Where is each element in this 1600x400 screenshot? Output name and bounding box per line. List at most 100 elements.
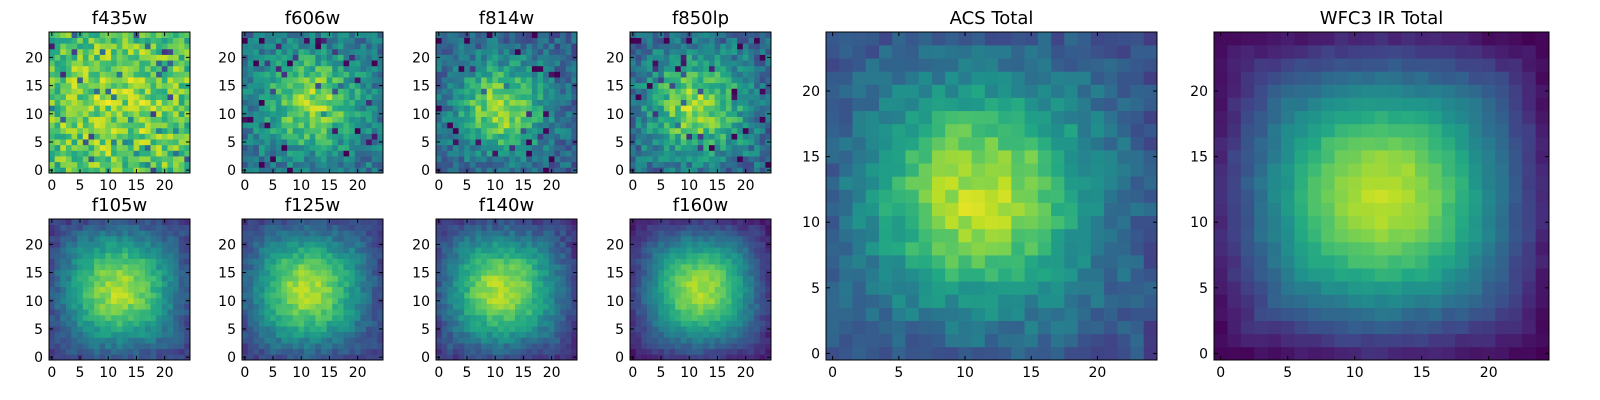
heatmap-cell — [447, 88, 454, 95]
heatmap-cell — [150, 71, 157, 78]
heatmap-cell — [304, 219, 311, 225]
heatmap-cell — [270, 122, 277, 129]
heatmap-cell — [469, 77, 476, 84]
heatmap-cell — [526, 54, 533, 61]
heatmap-cell — [77, 320, 84, 327]
heatmap-cell — [122, 88, 129, 95]
heatmap-cell — [703, 60, 710, 67]
heatmap-cell — [127, 224, 134, 231]
heatmap-cell — [754, 77, 761, 84]
heatmap-cell — [315, 348, 322, 355]
heatmap-cell — [337, 230, 344, 237]
heatmap-cell — [669, 133, 676, 140]
heatmap-cell — [343, 326, 350, 333]
heatmap-cell — [292, 88, 299, 95]
heatmap-cell — [669, 150, 676, 157]
heatmap-cell — [669, 144, 676, 151]
heatmap-cell — [526, 309, 533, 316]
heatmap-cell — [139, 144, 146, 151]
heatmap-cell — [492, 348, 499, 355]
heatmap-cell — [354, 110, 361, 117]
heatmap-cell — [275, 127, 282, 134]
heatmap-cell — [326, 156, 333, 163]
heatmap-cell — [697, 314, 704, 321]
heatmap-cell — [514, 110, 521, 117]
heatmap-cell — [127, 354, 134, 361]
heatmap-cell — [65, 60, 72, 67]
heatmap-cell — [326, 297, 333, 304]
heatmap-cell — [247, 264, 254, 271]
heatmap-cell — [447, 77, 454, 84]
heatmap-cell — [184, 37, 191, 44]
heatmap-cell — [281, 60, 288, 67]
heatmap-cell — [571, 314, 578, 321]
heatmap-cell — [708, 88, 715, 95]
heatmap-cell — [178, 337, 185, 344]
heatmap-cell — [731, 309, 738, 316]
heatmap-cell — [156, 127, 163, 134]
heatmap-cell — [242, 303, 248, 310]
heatmap-cell — [287, 88, 294, 95]
heatmap-cell — [292, 314, 299, 321]
heatmap-cell — [337, 71, 344, 78]
heatmap-cell — [270, 337, 277, 344]
heatmap-cell — [88, 286, 95, 293]
heatmap-cell — [475, 303, 482, 310]
panel-title: f140w — [479, 195, 534, 216]
heatmap-cell — [703, 269, 710, 276]
x-tick-label: 20 — [543, 178, 561, 194]
heatmap-cell — [498, 343, 505, 350]
heatmap-cell — [156, 43, 163, 50]
heatmap-cell — [669, 54, 676, 61]
heatmap-cell — [332, 116, 339, 123]
heatmap-cell — [725, 297, 732, 304]
heatmap-cell — [486, 309, 493, 316]
heatmap-cell — [703, 156, 710, 163]
heatmap-cell — [71, 309, 78, 316]
heatmap-cell — [127, 303, 134, 310]
heatmap-cell — [452, 60, 459, 67]
heatmap-cell — [105, 309, 112, 316]
heatmap-cell — [337, 60, 344, 67]
heatmap-cell — [332, 127, 339, 134]
heatmap-cell — [122, 156, 129, 163]
heatmap-cell — [337, 167, 344, 174]
heatmap-cell — [150, 337, 157, 344]
heatmap-cell — [156, 337, 163, 344]
heatmap-cell — [686, 314, 693, 321]
heatmap-cell — [458, 65, 465, 72]
heatmap-cell — [292, 122, 299, 129]
heatmap-cell — [354, 331, 361, 338]
heatmap-cell — [548, 241, 555, 248]
heatmap-cell — [447, 122, 454, 129]
heatmap-cell — [646, 133, 653, 140]
heatmap-cell — [258, 331, 265, 338]
heatmap-cell — [441, 144, 448, 151]
heatmap-cell — [332, 122, 339, 129]
heatmap-cell — [161, 331, 168, 338]
heatmap-cell — [635, 32, 642, 38]
heatmap-cell — [270, 94, 277, 101]
heatmap-cell — [105, 37, 112, 44]
heatmap-cell — [116, 110, 123, 117]
heatmap-cell — [82, 161, 89, 168]
heatmap-cell — [686, 43, 693, 50]
heatmap-cell — [54, 354, 61, 361]
heatmap-cell — [253, 88, 260, 95]
heatmap-cell — [156, 161, 163, 168]
panel-title: f850lp — [672, 8, 729, 29]
heatmap-cell — [315, 235, 322, 242]
heatmap-cell — [349, 122, 356, 129]
heatmap-cell — [464, 258, 471, 265]
heatmap-cell — [275, 71, 282, 78]
heatmap-cell — [652, 320, 659, 327]
heatmap-cell — [337, 48, 344, 55]
heatmap-cell — [765, 88, 772, 95]
heatmap-cell — [680, 54, 687, 61]
heatmap-cell — [646, 150, 653, 157]
heatmap-cell — [571, 133, 578, 140]
heatmap-cell — [366, 286, 373, 293]
heatmap-cell — [675, 94, 682, 101]
heatmap-cell — [354, 156, 361, 163]
heatmap-cell — [458, 343, 465, 350]
